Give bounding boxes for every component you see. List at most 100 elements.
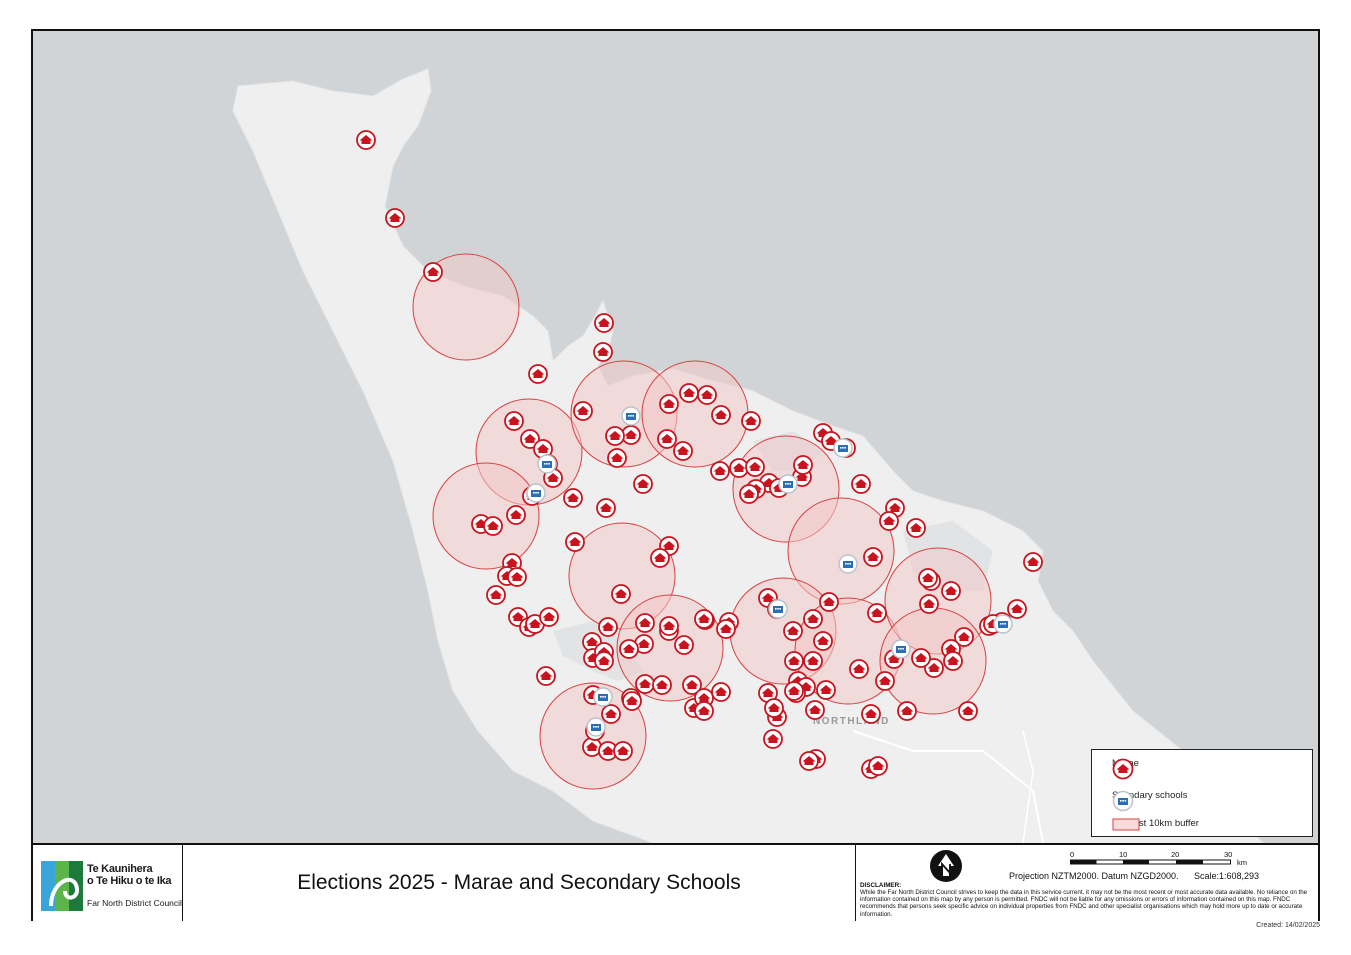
marae-icon[interactable] [657,429,677,449]
marae-icon[interactable] [694,609,714,629]
marae-icon[interactable] [528,364,548,384]
marae-icon[interactable] [594,651,614,671]
marae-icon[interactable] [507,567,527,587]
marae-icon[interactable] [659,616,679,636]
marae-icon[interactable] [679,383,699,403]
school-icon[interactable] [993,614,1013,634]
school-icon[interactable] [833,438,853,458]
marae-icon[interactable] [716,619,736,639]
marae-icon[interactable] [483,516,503,536]
marae-icon[interactable] [816,680,836,700]
school-icon[interactable] [621,406,641,426]
marae-icon[interactable] [673,441,693,461]
marae-icon[interactable] [943,651,963,671]
school-icon[interactable] [537,454,557,474]
marae-icon[interactable] [1007,599,1027,619]
marae-icon[interactable] [385,208,405,228]
marae-icon[interactable] [868,756,888,776]
marae-icon[interactable] [710,461,730,481]
marae-icon[interactable] [879,511,899,531]
marae-icon[interactable] [486,585,506,605]
marae-icon[interactable] [764,698,784,718]
marae-icon[interactable] [536,666,556,686]
school-icon[interactable] [526,483,546,503]
marae-icon[interactable] [697,385,717,405]
marae-icon[interactable] [652,675,672,695]
marae-icon[interactable] [803,609,823,629]
marae-icon[interactable] [596,498,616,518]
marae-icon[interactable] [573,401,593,421]
marae-icon[interactable] [582,737,602,757]
school-icon[interactable] [838,554,858,574]
marae-icon[interactable] [533,439,553,459]
marae-icon[interactable] [539,607,559,627]
marae-icon[interactable] [763,729,783,749]
marae-icon[interactable] [504,411,524,431]
marae-icon[interactable] [605,426,625,446]
marae-icon[interactable] [851,474,871,494]
school-icon[interactable] [778,474,798,494]
marae-icon[interactable] [607,448,627,468]
marae-icon[interactable] [875,671,895,691]
marae-icon[interactable] [635,674,655,694]
marae-icon[interactable] [924,658,944,678]
marae-icon[interactable] [863,547,883,567]
marae-icon[interactable] [622,691,642,711]
marae-icon[interactable] [598,617,618,637]
marae-icon[interactable] [958,701,978,721]
marae-icon[interactable] [799,751,819,771]
marae-icon[interactable] [1023,552,1043,572]
marae-icon[interactable] [803,651,823,671]
marae-icon[interactable] [711,405,731,425]
marae-icon[interactable] [633,474,653,494]
marae-icon[interactable] [520,429,540,449]
map-canvas[interactable]: NORTHLAND Marae Seondary [33,31,1318,843]
marae-icon[interactable] [758,683,778,703]
marae-icon[interactable] [813,631,833,651]
marae-icon[interactable] [954,627,974,647]
marae-icon[interactable] [918,568,938,588]
marae-icon[interactable] [911,648,931,668]
marae-icon[interactable] [565,532,585,552]
marae-icon[interactable] [741,411,761,431]
marae-icon[interactable] [356,130,376,150]
marae-icon[interactable] [711,682,731,702]
school-icon[interactable] [891,639,911,659]
marae-icon[interactable] [941,581,961,601]
marae-icon[interactable] [805,700,825,720]
marae-icon[interactable] [613,741,633,761]
marae-icon[interactable] [506,505,526,525]
marae-icon[interactable] [619,639,639,659]
school-icon[interactable] [768,599,788,619]
marae-icon[interactable] [635,613,655,633]
marae-icon[interactable] [784,681,804,701]
marae-icon[interactable] [650,548,670,568]
marae-icon[interactable] [739,484,759,504]
marae-icon[interactable] [611,584,631,604]
marae-icon[interactable] [674,635,694,655]
school-icon[interactable] [593,687,613,707]
marae-icon[interactable] [867,603,887,623]
marae-icon[interactable] [659,394,679,414]
marae-icon[interactable] [563,488,583,508]
marae-icon[interactable] [423,262,443,282]
marae-icon[interactable] [897,701,917,721]
marae-icon[interactable] [694,701,714,721]
marae-icon[interactable] [594,313,614,333]
marae-icon[interactable] [919,594,939,614]
marae-icon[interactable] [745,457,765,477]
marae-icon[interactable] [793,455,813,475]
marae-icon[interactable] [783,621,803,641]
map-svg: NORTHLAND [232,68,1264,843]
marae-icon[interactable] [861,704,881,724]
marae-icon[interactable] [621,425,641,445]
marae-icon[interactable] [729,458,749,478]
marae-icon[interactable] [682,675,702,695]
marae-icon[interactable] [601,704,621,724]
marae-icon[interactable] [593,342,613,362]
marae-icon[interactable] [906,518,926,538]
marae-icon[interactable] [819,592,839,612]
marae-icon[interactable] [849,659,869,679]
school-icon[interactable] [586,717,606,737]
marae-icon[interactable] [784,651,804,671]
